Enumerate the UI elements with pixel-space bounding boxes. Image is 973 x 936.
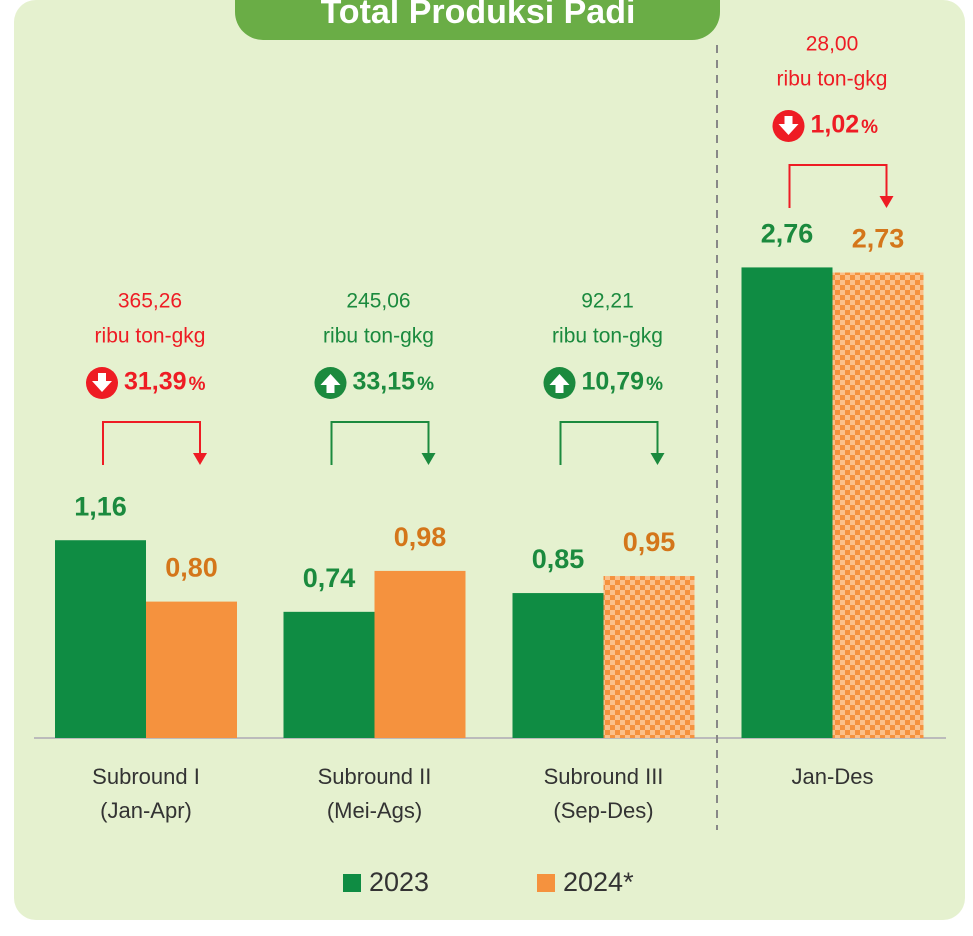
x-tick-label: (Mei-Ags) — [327, 798, 422, 823]
change-arrow — [92, 373, 112, 392]
x-tick-label: (Sep-Des) — [553, 798, 653, 823]
value-label: 0,95 — [623, 527, 676, 557]
value-label: 0,74 — [303, 563, 356, 593]
change-bracket-head — [650, 453, 665, 465]
annotation-change-unit: % — [189, 374, 206, 395]
x-tick-label: Subround III — [544, 764, 664, 789]
change-arrow — [549, 374, 570, 393]
legend-label: 2023 — [369, 867, 429, 897]
value-label: 0,85 — [532, 544, 585, 574]
bar — [146, 601, 237, 738]
annotation-change: 33,15 — [353, 368, 416, 396]
legend-label: 2024* — [563, 867, 634, 897]
value-label: 2,76 — [761, 219, 814, 249]
change-arrow — [320, 374, 341, 393]
change-bracket — [559, 421, 659, 465]
value-label: 0,80 — [165, 553, 218, 583]
annotation-unit: ribu ton-gkg — [777, 68, 888, 91]
legend-swatch — [343, 874, 361, 892]
legend-swatch — [537, 874, 555, 892]
card — [14, 0, 965, 920]
bar — [283, 611, 375, 738]
x-tick-label: (Jan-Apr) — [100, 798, 192, 823]
bar — [55, 540, 146, 738]
value-label: 0,98 — [394, 522, 447, 552]
annotation-change-unit: % — [861, 117, 878, 138]
change-bracket — [788, 164, 888, 208]
annotation-amount: 365,26 — [118, 290, 182, 313]
value-label: 2,73 — [852, 224, 905, 254]
value-label: 1,16 — [74, 491, 127, 521]
title-tab — [235, 0, 720, 40]
annotation-change-unit: % — [417, 374, 434, 395]
annotation-unit: ribu ton-gkg — [95, 325, 206, 348]
bar — [603, 576, 695, 738]
bar — [741, 267, 833, 738]
change-bracket-head — [421, 453, 436, 465]
change-arrow — [778, 116, 799, 135]
annotation-amount: 92,21 — [581, 290, 634, 313]
change-bracket — [330, 421, 430, 465]
annotation-unit: ribu ton-gkg — [323, 325, 434, 348]
change-bracket — [102, 421, 201, 465]
x-tick-label: Subround I — [92, 764, 200, 789]
chart-title: Total Produksi Padi — [321, 0, 636, 31]
annotation-change-unit: % — [646, 374, 663, 395]
annotation-unit: ribu ton-gkg — [552, 325, 663, 348]
annotation-amount: 28,00 — [806, 33, 859, 56]
change-bracket-head — [879, 196, 894, 208]
annotation-change: 10,79 — [582, 368, 645, 396]
x-tick-label: Subround II — [318, 764, 432, 789]
bar — [374, 570, 466, 738]
bar — [512, 593, 604, 738]
bar — [832, 272, 924, 738]
annotation-change: 1,02 — [811, 111, 860, 139]
annotation-change: 31,39 — [124, 368, 187, 396]
x-tick-label: Jan-Des — [792, 764, 874, 789]
annotation-amount: 245,06 — [346, 290, 410, 313]
change-bracket-head — [193, 453, 207, 465]
